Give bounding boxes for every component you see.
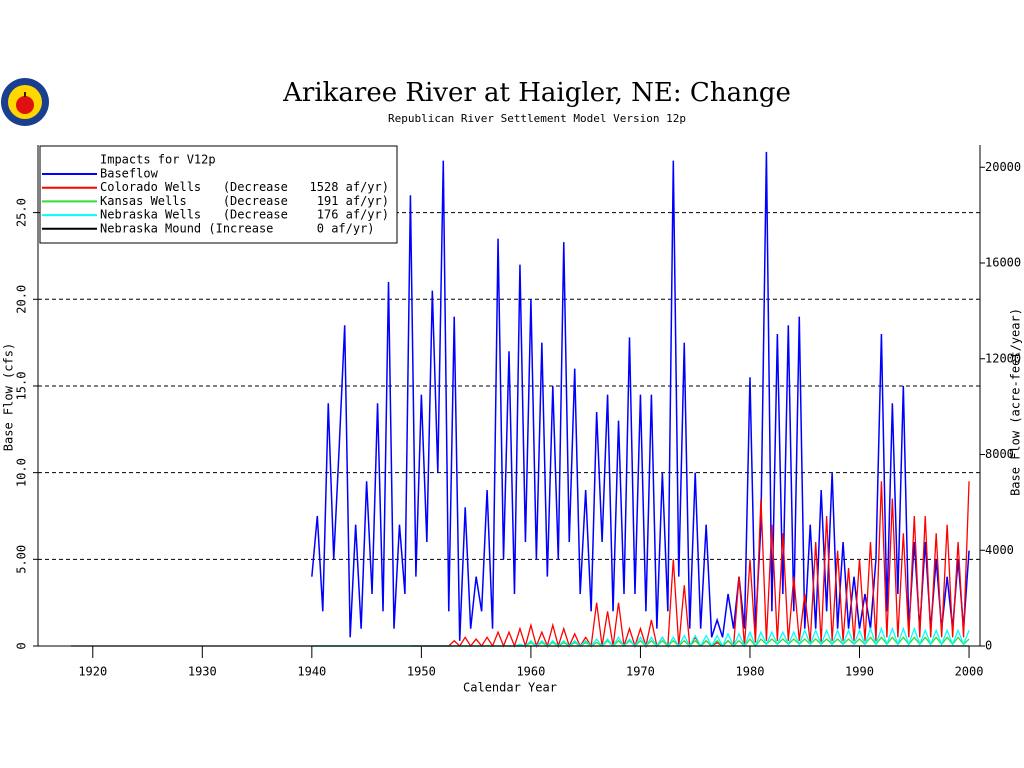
y-tick-label: 15.0 <box>15 372 29 401</box>
y2-tick-label: 8000 <box>985 447 1014 461</box>
y-tick-label: 25.0 <box>15 198 29 227</box>
y2-tick-label: 12000 <box>985 351 1021 365</box>
y2-axis-title: Base Flow (acre-feet/year) <box>1009 308 1023 496</box>
chart-subtitle: Republican River Settlement Model Versio… <box>388 112 686 125</box>
x-tick-label: 1950 <box>407 665 436 679</box>
y2-tick-label: 20000 <box>985 160 1021 174</box>
x-tick-label: 1980 <box>736 665 765 679</box>
legend-box <box>39 145 398 244</box>
x-tick-label: 1930 <box>188 665 217 679</box>
logo-apple <box>16 96 34 114</box>
y-axis-title: Base Flow (cfs) <box>2 343 16 451</box>
legend-label: Baseflow <box>100 167 159 181</box>
y2-tick-label: 0 <box>985 639 992 653</box>
y-tick-label: 10.0 <box>15 458 29 487</box>
y-tick-label: 20.0 <box>15 285 29 314</box>
y-tick-label: 5.00 <box>15 545 29 574</box>
x-tick-label: 1960 <box>516 665 545 679</box>
legend-label: Nebraska Wells (Decrease 176 af/yr) <box>100 208 389 222</box>
x-tick-label: 2000 <box>955 665 984 679</box>
legend-label: Nebraska Mound (Increase 0 af/yr) <box>100 221 375 235</box>
y-tick-label: 0 <box>15 642 29 649</box>
logo-stem <box>24 92 26 97</box>
x-tick-label: 1970 <box>626 665 655 679</box>
legend-label: Kansas Wells (Decrease 191 af/yr) <box>100 194 389 208</box>
x-tick-label: 1990 <box>845 665 874 679</box>
x-axis-title: Calendar Year <box>463 681 557 695</box>
legend-title: Impacts for V12p <box>100 153 216 167</box>
y2-tick-label: 16000 <box>985 256 1021 270</box>
logo <box>1 78 49 126</box>
chart-title: Arikaree River at Haigler, NE: Change <box>282 78 791 108</box>
x-tick-label: 1940 <box>297 665 326 679</box>
y2-tick-label: 4000 <box>985 543 1014 557</box>
x-tick-label: 1920 <box>78 665 107 679</box>
legend-label: Colorado Wells (Decrease 1528 af/yr) <box>100 180 389 194</box>
